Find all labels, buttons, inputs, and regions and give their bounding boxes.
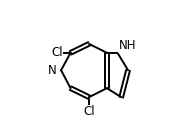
Text: Cl: Cl — [51, 46, 63, 59]
Text: Cl: Cl — [83, 105, 95, 118]
Text: NH: NH — [118, 39, 136, 52]
Text: N: N — [48, 64, 57, 77]
